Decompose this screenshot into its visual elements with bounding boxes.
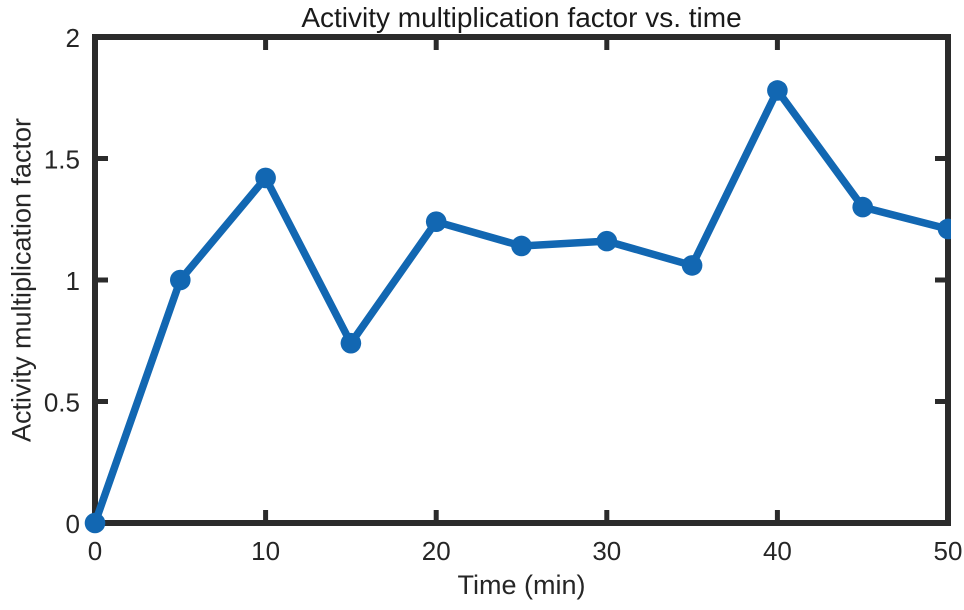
data-point-marker — [425, 211, 447, 232]
data-point-marker — [596, 230, 618, 252]
data-point-marker — [255, 167, 276, 189]
y-tick-label: 2 — [66, 23, 80, 53]
x-tick-label: 50 — [934, 536, 963, 566]
x-tick-label: 0 — [88, 536, 102, 566]
data-point-marker — [170, 269, 191, 291]
x-tick-label: 30 — [592, 536, 621, 566]
y-tick-label: 0.5 — [44, 388, 80, 418]
data-point-marker — [767, 80, 788, 101]
series-group — [84, 80, 951, 534]
chart-title: Activity multiplication factor vs. time — [301, 2, 742, 33]
data-point-marker — [84, 512, 106, 534]
y-tick-label: 1.5 — [44, 145, 80, 175]
data-point-marker — [852, 196, 873, 218]
data-point-marker — [681, 255, 703, 276]
x-axis-label: Time (min) — [457, 570, 586, 600]
axes-box — [92, 34, 951, 526]
series-line — [91, 86, 949, 525]
y-tick-label: 0 — [66, 509, 80, 539]
x-tick-label: 40 — [763, 536, 792, 566]
x-tick-label: 10 — [251, 536, 280, 566]
data-point-marker — [937, 218, 951, 240]
y-tick-label: 1 — [66, 266, 80, 296]
x-tick-label: 20 — [422, 536, 451, 566]
data-point-marker — [340, 332, 362, 354]
data-point-marker — [511, 235, 532, 257]
